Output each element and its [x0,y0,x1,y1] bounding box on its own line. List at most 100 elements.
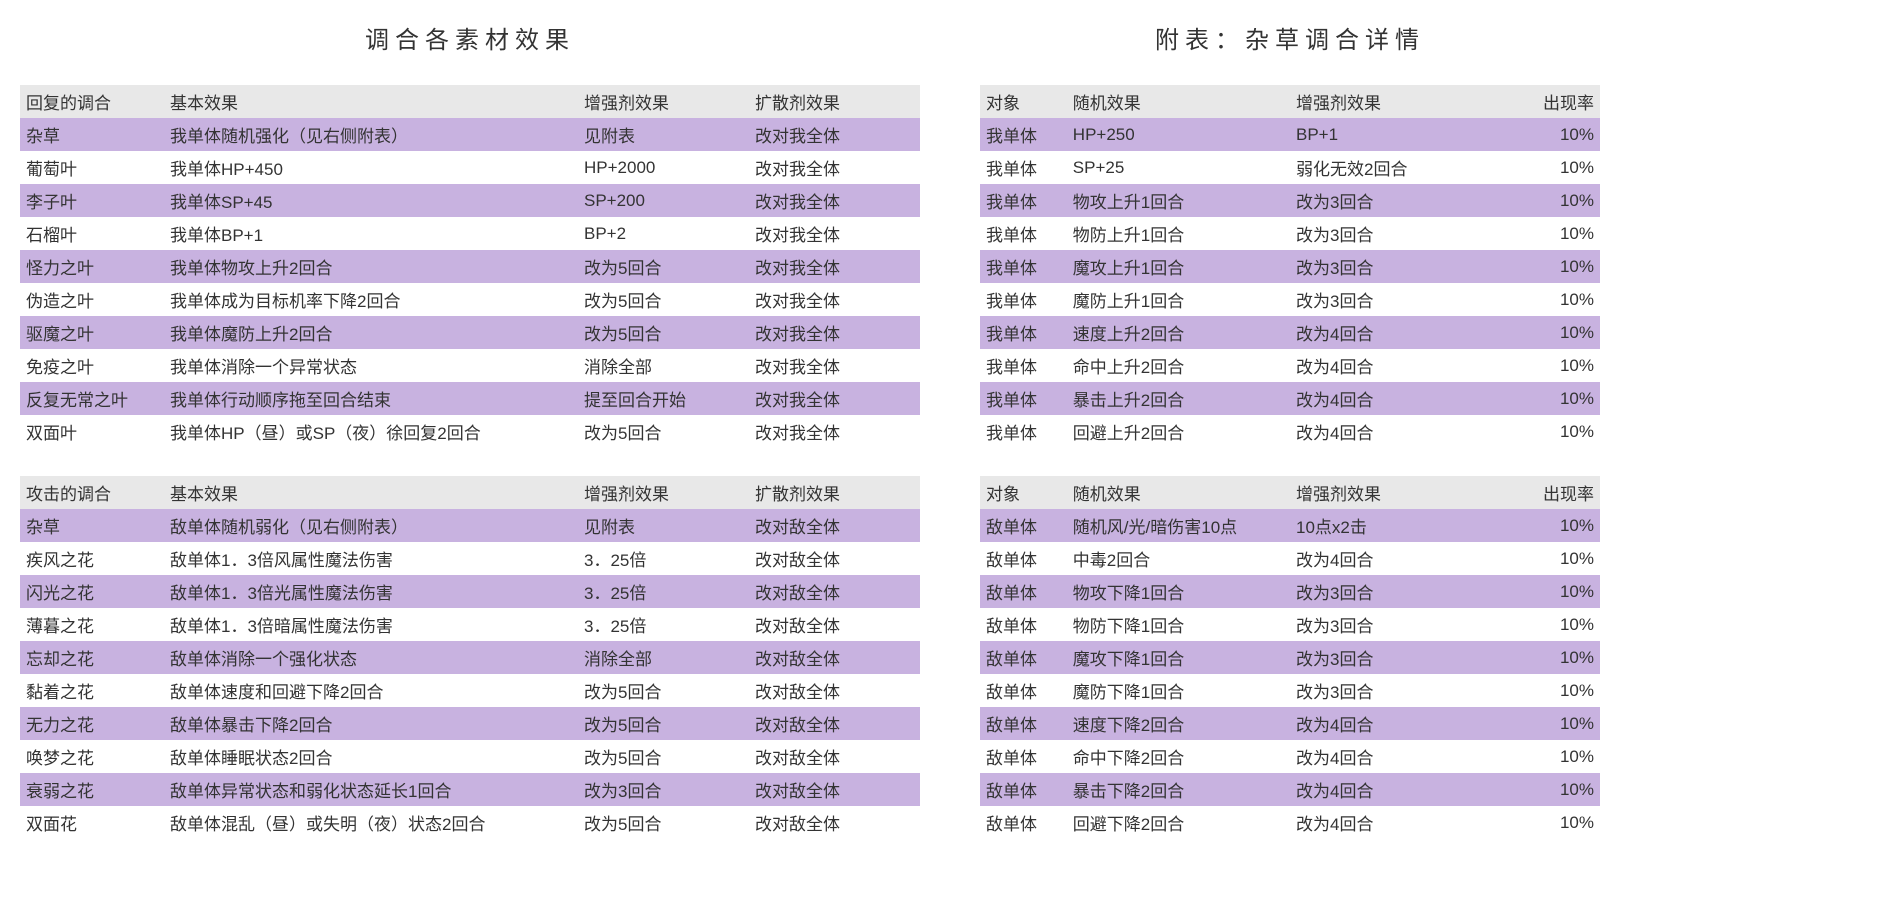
table-cell: 改对敌全体 [749,806,920,839]
table-header-cell: 对象 [980,85,1067,118]
table-cell: BP+2 [578,217,749,250]
table-row: 敌单体物防下降1回合改为3回合10% [980,608,1600,641]
table-cell: SP+200 [578,184,749,217]
table-cell: 改对敌全体 [749,740,920,773]
table-cell: 我单体SP+45 [164,184,578,217]
table-cell: 魔防下降1回合 [1067,674,1290,707]
page-container: 调合各素材效果 回复的调合基本效果增强剂效果扩散剂效果杂草我单体随机强化（见右侧… [20,20,1873,867]
table-header-cell: 增强剂效果 [1290,85,1501,118]
table-cell: 弱化无效2回合 [1290,151,1501,184]
table-cell: 物攻上升1回合 [1067,184,1290,217]
table-cell: 我单体物攻上升2回合 [164,250,578,283]
table-cell: 改为4回合 [1290,773,1501,806]
table-cell: 敌单体1．3倍风属性魔法伤害 [164,542,578,575]
table-cell: 改为4回合 [1290,707,1501,740]
table-cell: 10% [1501,509,1600,542]
table-cell: 改对敌全体 [749,773,920,806]
table-header-cell: 扩散剂效果 [749,85,920,118]
table-cell: 敌单体 [980,575,1067,608]
right-title: 附表：杂草调合详情 [980,20,1600,55]
table-row: 我单体速度上升2回合改为4回合10% [980,316,1600,349]
table-row: 怪力之叶我单体物攻上升2回合改为5回合改对我全体 [20,250,920,283]
table-cell: 石榴叶 [20,217,164,250]
table-cell: 我单体 [980,415,1067,448]
table-cell: 速度下降2回合 [1067,707,1290,740]
table-cell: 我单体 [980,151,1067,184]
table-cell: 改为4回合 [1290,349,1501,382]
table-row: 驱魔之叶我单体魔防上升2回合改为5回合改对我全体 [20,316,920,349]
table-row: 闪光之花敌单体1．3倍光属性魔法伤害3．25倍改对敌全体 [20,575,920,608]
table-cell: 10% [1501,184,1600,217]
table-cell: 免疫之叶 [20,349,164,382]
table-row: 敌单体魔防下降1回合改为3回合10% [980,674,1600,707]
table-cell: 消除全部 [578,349,749,382]
table-cell: 驱魔之叶 [20,316,164,349]
table-row: 我单体暴击上升2回合改为4回合10% [980,382,1600,415]
table-cell: 敌单体 [980,674,1067,707]
table-cell: 改对我全体 [749,184,920,217]
table-cell: 改为3回合 [578,773,749,806]
table-cell: 改对我全体 [749,415,920,448]
table-row: 敌单体速度下降2回合改为4回合10% [980,707,1600,740]
table-cell: 10% [1501,118,1600,151]
table-row: 杂草敌单体随机弱化（见右侧附表）见附表改对敌全体 [20,509,920,542]
table-cell: 我单体 [980,316,1067,349]
table-row: 疾风之花敌单体1．3倍风属性魔法伤害3．25倍改对敌全体 [20,542,920,575]
table-row: 忘却之花敌单体消除一个强化状态消除全部改对敌全体 [20,641,920,674]
table-cell: 敌单体 [980,542,1067,575]
table-cell: 3．25倍 [578,575,749,608]
table-cell: 回避上升2回合 [1067,415,1290,448]
table-cell: 改对敌全体 [749,608,920,641]
table-cell: 忘却之花 [20,641,164,674]
table-cell: 敌单体 [980,509,1067,542]
table-cell: 提至回合开始 [578,382,749,415]
table-cell: 我单体BP+1 [164,217,578,250]
table-cell: 物防下降1回合 [1067,608,1290,641]
table-row: 敌单体随机风/光/暗伤害10点10点x2击10% [980,509,1600,542]
table-cell: 改为4回合 [1290,740,1501,773]
table-cell: 10% [1501,349,1600,382]
table-cell: 速度上升2回合 [1067,316,1290,349]
table-cell: 黏着之花 [20,674,164,707]
table-cell: 改为3回合 [1290,608,1501,641]
table-cell: 改对敌全体 [749,641,920,674]
table-cell: 敌单体睡眠状态2回合 [164,740,578,773]
table-row: 杂草我单体随机强化（见右侧附表）见附表改对我全体 [20,118,920,151]
table-row: 我单体命中上升2回合改为4回合10% [980,349,1600,382]
table-cell: 改为5回合 [578,806,749,839]
table-cell: 敌单体异常状态和弱化状态延长1回合 [164,773,578,806]
table-cell: 改对我全体 [749,118,920,151]
table-cell: 葡萄叶 [20,151,164,184]
table-cell: 敌单体消除一个强化状态 [164,641,578,674]
table-row: 薄暮之花敌单体1．3倍暗属性魔法伤害3．25倍改对敌全体 [20,608,920,641]
table-cell: 杂草 [20,118,164,151]
table-header-cell: 扩散剂效果 [749,476,920,509]
table-cell: 杂草 [20,509,164,542]
table-cell: 随机风/光/暗伤害10点 [1067,509,1290,542]
table-cell: 中毒2回合 [1067,542,1290,575]
table-cell: 我单体 [980,283,1067,316]
table-row: 免疫之叶我单体消除一个异常状态消除全部改对我全体 [20,349,920,382]
table-row: 我单体物防上升1回合改为3回合10% [980,217,1600,250]
table-cell: 敌单体1．3倍光属性魔法伤害 [164,575,578,608]
table-cell: 改对我全体 [749,283,920,316]
table-row: 伪造之叶我单体成为目标机率下降2回合改为5回合改对我全体 [20,283,920,316]
table-cell: 改对我全体 [749,217,920,250]
table-cell: 敌单体 [980,740,1067,773]
table-cell: 衰弱之花 [20,773,164,806]
table-cell: 改为3回合 [1290,217,1501,250]
table-cell: 我单体 [980,217,1067,250]
table-cell: HP+2000 [578,151,749,184]
right-table-1: 对象随机效果增强剂效果出现率敌单体随机风/光/暗伤害10点10点x2击10%敌单… [980,476,1600,839]
table-cell: 物攻下降1回合 [1067,575,1290,608]
table-cell: 李子叶 [20,184,164,217]
table-cell: 10% [1501,608,1600,641]
table-header-cell: 随机效果 [1067,85,1290,118]
table-header-cell: 增强剂效果 [1290,476,1501,509]
table-cell: 10点x2击 [1290,509,1501,542]
table-cell: 改为5回合 [578,250,749,283]
table-header-row: 对象随机效果增强剂效果出现率 [980,476,1600,509]
table-cell: 改对我全体 [749,316,920,349]
table-cell: 我单体 [980,349,1067,382]
table-cell: 改为4回合 [1290,382,1501,415]
